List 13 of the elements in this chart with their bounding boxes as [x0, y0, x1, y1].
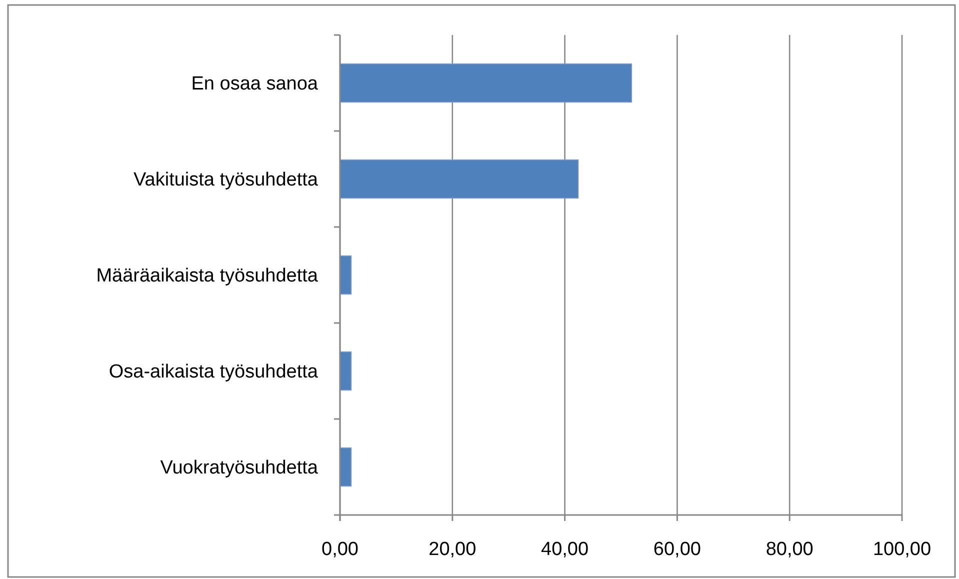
bar	[340, 159, 579, 199]
x-tick-label: 100,00	[872, 539, 932, 560]
bar	[340, 63, 632, 103]
y-tick-label: Vuokratyösuhdetta	[160, 458, 318, 479]
y-tick-label: En osaa sanoa	[191, 74, 318, 95]
y-tick-label: Osa-aikaista työsuhdetta	[108, 362, 318, 383]
y-tick-label: Vakituista työsuhdetta	[134, 170, 318, 191]
y-tick-label: Määräaikaista työsuhdetta	[96, 266, 318, 287]
x-tick-label: 80,00	[766, 539, 814, 560]
x-tick-label: 60,00	[653, 539, 701, 560]
x-tick-label: 0,00	[322, 539, 358, 560]
x-tick-label: 40,00	[541, 539, 589, 560]
x-tick-label: 20,00	[428, 539, 476, 560]
